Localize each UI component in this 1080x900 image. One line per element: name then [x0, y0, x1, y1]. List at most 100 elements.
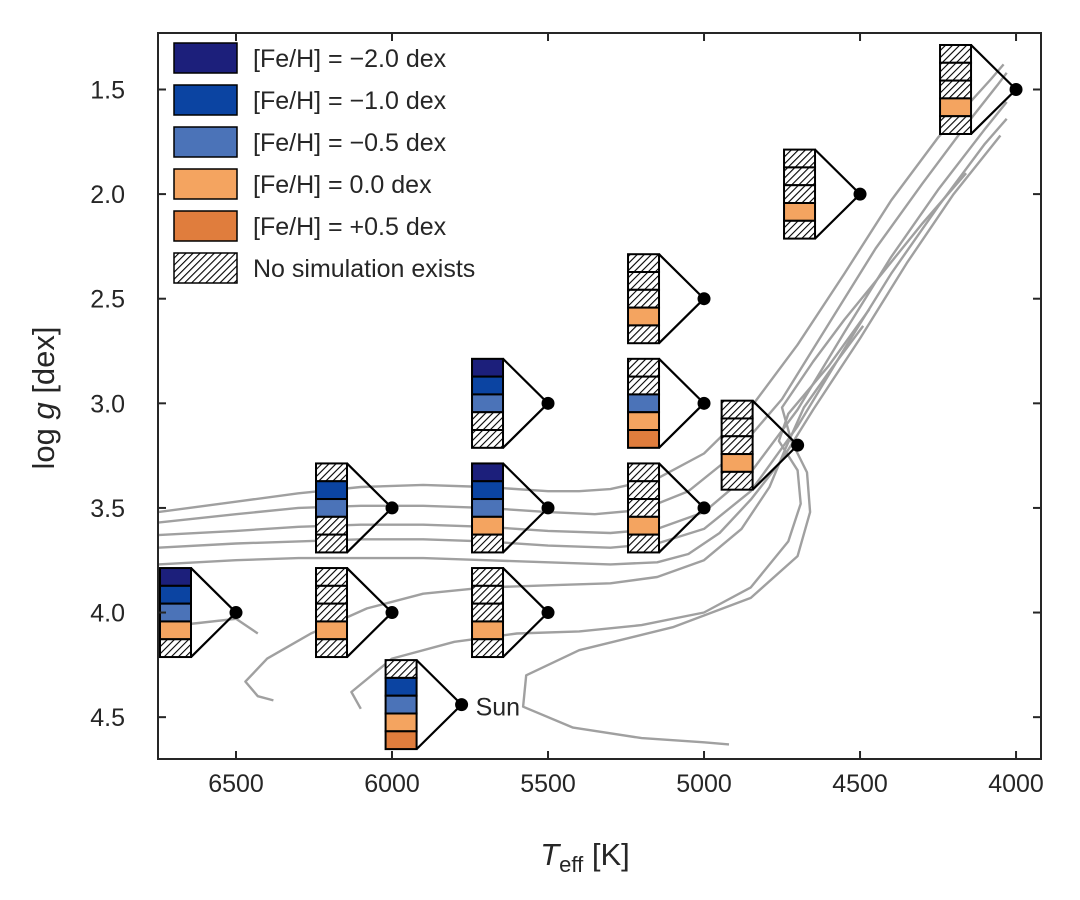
data-point [385, 501, 399, 515]
sim-bracket [502, 462, 550, 554]
sim-cell [315, 498, 349, 518]
sim-cell [627, 306, 661, 327]
legend-label: [Fe/H] = 0.0 dex [253, 171, 432, 199]
x-tick-label: 4500 [832, 770, 888, 798]
sim-glyph [471, 462, 555, 554]
y-tick-label: 4.5 [90, 704, 125, 732]
x-tick-label: 6500 [208, 770, 264, 798]
isochrone-line [158, 101, 1008, 537]
sim-bracket [415, 659, 464, 750]
sim-cell [627, 375, 661, 396]
y-tick-label: 2.5 [90, 286, 125, 314]
isochrone-line [521, 172, 968, 746]
sim-cell [627, 429, 661, 449]
sim-cell [627, 271, 661, 291]
sim-bracket [346, 567, 394, 658]
data-point [541, 501, 555, 515]
isochrone-line [244, 325, 865, 702]
sim-glyph [315, 462, 399, 554]
sim-cell [627, 357, 661, 378]
legend-label: [Fe/H] = +0.5 dex [253, 213, 447, 241]
sim-glyph [783, 148, 867, 240]
sun-label: Sun [476, 694, 520, 722]
sim-cell [939, 43, 973, 64]
data-point [541, 396, 555, 410]
sim-bracket [190, 567, 238, 658]
data-point [1009, 82, 1023, 96]
sim-glyph [471, 567, 555, 659]
sim-cell [315, 602, 349, 623]
sim-cell [471, 357, 505, 378]
sim-cell [627, 515, 661, 536]
sim-cell [471, 620, 505, 641]
sim-bracket [658, 462, 706, 554]
x-axis-label: Teff [K] [540, 837, 630, 877]
sim-cell [471, 498, 505, 518]
y-tick-label: 2.0 [90, 181, 125, 209]
y-axis-label: log g [dex] [26, 326, 61, 469]
sim-bracket [502, 567, 550, 658]
data-point [853, 187, 867, 201]
sim-glyph [939, 43, 1023, 135]
sim-glyph [627, 357, 711, 449]
sim-cell [720, 435, 754, 456]
isochrone-line [158, 134, 1002, 566]
sim-cell [471, 480, 505, 501]
sim-cell [783, 166, 817, 187]
legend-label: [Fe/H] = −0.5 dex [253, 129, 447, 157]
sim-cell [471, 584, 505, 605]
sim-cell [627, 393, 661, 414]
sim-cell [627, 288, 661, 309]
sim-cell [783, 202, 817, 222]
sim-cell [315, 480, 349, 501]
sim-cell [384, 676, 418, 697]
sim-cell [720, 417, 754, 438]
legend-label: [Fe/H] = −1.0 dex [253, 87, 447, 115]
sim-cell [471, 411, 505, 432]
isochrone-line [158, 72, 1008, 524]
sim-cell [384, 694, 418, 715]
data-point [697, 501, 711, 515]
legend-swatch [173, 168, 238, 200]
sim-glyph [315, 567, 399, 659]
sim-cell [384, 659, 418, 679]
sim-cell [627, 253, 661, 274]
isochrone-layer [158, 63, 1008, 746]
sim-cell [627, 462, 661, 483]
sim-cell [159, 620, 193, 641]
plot-frame [157, 32, 1042, 760]
sim-bracket [814, 148, 862, 240]
legend-swatch [173, 84, 238, 116]
data-point [791, 438, 805, 452]
y-tick-label: 4.0 [90, 600, 125, 628]
sim-cell [627, 324, 661, 345]
sim-cell [471, 429, 505, 449]
data-point [455, 698, 469, 712]
sim-cell [315, 584, 349, 605]
isochrone-line [350, 308, 871, 710]
sim-cell [159, 584, 193, 605]
legend-swatch [173, 210, 238, 242]
sim-glyph [627, 462, 711, 554]
x-tick-label: 5000 [676, 770, 732, 798]
sim-cell [939, 61, 973, 82]
sim-bracket [658, 253, 706, 344]
sim-cell [720, 453, 754, 473]
sim-cell [384, 730, 418, 751]
sim-cell [159, 567, 193, 587]
data-point [229, 606, 243, 620]
sim-cell [627, 498, 661, 518]
y-tick-label: 3.5 [90, 495, 125, 523]
sim-cell [471, 533, 505, 554]
sim-glyph: Sun [384, 659, 520, 751]
sim-cell [783, 219, 817, 240]
sim-cell [471, 515, 505, 536]
sim-cell [627, 411, 661, 432]
sim-cell [720, 399, 754, 420]
sim-glyph [159, 567, 243, 659]
sim-cell [939, 97, 973, 118]
sim-cell [315, 515, 349, 536]
sim-cell [384, 712, 418, 733]
sim-cell [471, 602, 505, 623]
sim-cell [159, 638, 193, 659]
